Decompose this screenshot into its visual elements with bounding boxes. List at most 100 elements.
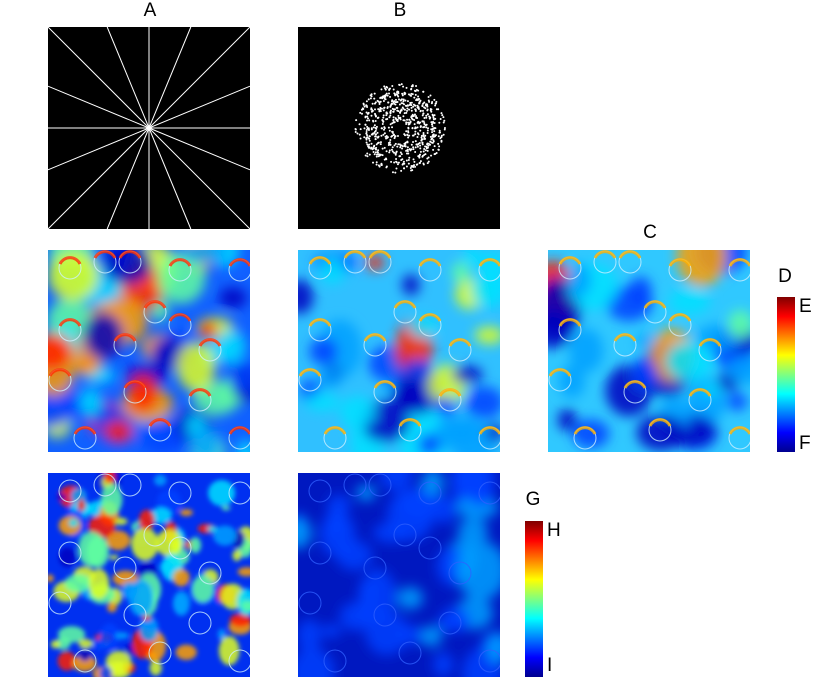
heatmap-blob <box>444 415 480 444</box>
spectrum-dot <box>395 158 398 161</box>
spectrum-dot <box>377 136 380 139</box>
spectrum-dot <box>389 123 392 126</box>
spectrum-dot <box>389 110 392 113</box>
spectrum-dot <box>405 152 408 155</box>
inclusion <box>298 591 322 615</box>
inclusion-edge <box>168 258 192 267</box>
spectrum-dot <box>374 119 377 122</box>
spectrum-dot <box>381 123 384 126</box>
ray <box>106 26 150 129</box>
spectrum-dot <box>431 100 434 103</box>
spectrum-dot <box>434 117 437 120</box>
heatmap-blob <box>68 518 79 527</box>
heatmap-blob <box>99 665 112 677</box>
spectrum-dot <box>416 135 419 138</box>
spectrum-dot <box>372 145 375 148</box>
spectrum-dot <box>403 145 406 148</box>
spectrum-dot <box>366 134 369 137</box>
spectrum-dot <box>419 99 422 102</box>
heatmap-blob <box>208 479 236 507</box>
spectrum-dot <box>392 134 395 137</box>
spectrum-dot <box>405 149 408 152</box>
spectrum-dot <box>383 85 386 88</box>
heatmap-blob <box>155 529 183 557</box>
spectrum-dot <box>374 115 377 118</box>
heatmap-blob <box>48 334 72 371</box>
spectrum-dot <box>365 111 368 114</box>
inclusion-edge <box>648 418 672 427</box>
heatmap-blob <box>408 316 438 338</box>
spectrum-dot <box>410 101 413 104</box>
inclusion-edge <box>593 250 617 259</box>
heatmap-blobs <box>48 473 250 677</box>
spectrum-dot <box>397 92 400 95</box>
spectrum-dot <box>407 127 410 130</box>
spectrum-dot <box>359 111 362 114</box>
spectrum-dot <box>391 84 394 87</box>
spectrum-dot <box>421 120 424 123</box>
spectrum-dot <box>426 142 429 145</box>
spectrum-dot <box>418 101 421 104</box>
spectrum-dot <box>430 138 433 141</box>
heatmap-blob <box>217 628 226 641</box>
colorbar-min-label: F <box>799 433 811 454</box>
spectrum-dot <box>420 136 423 139</box>
inclusion <box>448 561 472 585</box>
spectrum-dot <box>373 92 376 95</box>
spectrum-dot <box>423 106 426 109</box>
inclusion-edge <box>343 250 367 259</box>
spectrum-dot <box>401 92 404 95</box>
spectrum-rings <box>354 83 446 174</box>
spectrum-dot <box>388 129 391 132</box>
radial-lines <box>47 26 251 230</box>
heatmap-blob <box>568 328 604 373</box>
spectrum-dot <box>414 133 417 136</box>
spectrum-dot <box>425 114 428 117</box>
spectrum-dot <box>438 129 441 132</box>
spectrum-dot <box>414 146 417 149</box>
inclusion <box>58 541 82 565</box>
colorbar-title: D <box>778 266 792 287</box>
spectrum-dot <box>383 97 386 100</box>
spectrum-dot <box>371 109 374 112</box>
spectrum-dot <box>412 103 415 106</box>
spectrum-dot <box>379 110 382 113</box>
spectrum-dot <box>402 100 405 103</box>
spectrum-dot <box>423 101 426 104</box>
heatmap-blob <box>451 473 488 497</box>
inclusion <box>168 536 192 560</box>
heatmap-blob <box>78 647 92 662</box>
heatmap-blob <box>701 383 720 396</box>
spectrum-dot <box>396 135 399 138</box>
spectrum-dot <box>435 100 438 103</box>
heatmap-blob <box>191 427 221 452</box>
spectrum-dot <box>427 160 430 163</box>
spectrum-dot <box>358 133 361 136</box>
heatmap-blob <box>77 531 106 567</box>
inclusion <box>73 649 97 673</box>
spectrum-dot <box>378 101 381 104</box>
spectrum-dot <box>407 121 410 124</box>
spectrum-dot <box>402 85 405 88</box>
spectrum-dot <box>384 157 387 160</box>
spectrum-dot <box>400 153 403 156</box>
spectrum-dot <box>419 147 422 150</box>
inclusion-edge <box>198 338 222 347</box>
spectrum-dot <box>433 145 436 148</box>
heatmap-blob <box>309 337 338 365</box>
inclusion-edge <box>668 313 692 322</box>
inclusion-edge <box>323 426 347 435</box>
spectrum-dot <box>365 100 368 103</box>
heatmap-blob <box>474 326 500 345</box>
spectrum-dot <box>406 133 409 136</box>
inclusion-edge <box>478 258 500 267</box>
heatmap-blob <box>319 256 346 285</box>
heatmap-blob <box>149 507 172 524</box>
heatmap-blob <box>105 650 132 675</box>
ray <box>148 127 251 230</box>
spectrum-dot <box>397 114 400 117</box>
spectrum-dot <box>399 151 402 154</box>
spectrum-dot <box>393 108 396 111</box>
spectrum-dot <box>386 86 389 89</box>
spectrum-dot <box>423 148 426 151</box>
